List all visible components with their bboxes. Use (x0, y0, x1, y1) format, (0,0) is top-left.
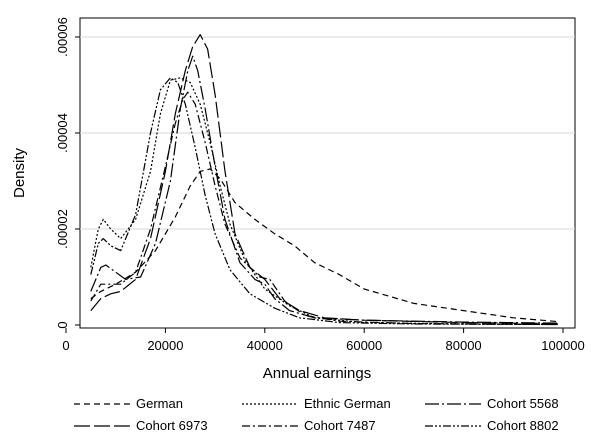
legend-label-cohort-6973: Cohort 6973 (136, 418, 208, 433)
x-tick-label-4: 80000 (446, 338, 482, 353)
legend-label-german: German (136, 396, 183, 411)
series-line-ethnic-german (90, 77, 559, 326)
y-tick-label-3: .00006 (55, 17, 70, 57)
y-tick-label-0: 0 (55, 321, 70, 328)
y-axis-title: Density (11, 147, 28, 198)
y-axis: 0 .00002 .00004 .00006 (55, 17, 80, 329)
x-tick-label-1: 20000 (147, 338, 183, 353)
series-line-cohort-7487 (90, 91, 559, 326)
x-tick-label-0: 0 (62, 338, 69, 353)
legend: German Ethnic German Cohort 5568 Cohort 697… (74, 396, 559, 433)
legend-label-cohort-5568: Cohort 5568 (487, 396, 559, 411)
gridlines (80, 36, 575, 230)
series-line-cohort-8802 (90, 77, 559, 326)
series-line-cohort-5568 (90, 55, 559, 324)
series-layer (90, 34, 559, 326)
legend-label-cohort-8802: Cohort 8802 (487, 418, 559, 433)
legend-label-ethnic-german: Ethnic German (304, 396, 391, 411)
series-line-cohort-6973 (90, 34, 559, 325)
plot-area (79, 17, 576, 329)
x-axis: 0 20000 40000 60000 80000 100000 (62, 328, 585, 353)
y-tick-label-1: .00002 (55, 209, 70, 249)
x-tick-label-5: 100000 (541, 338, 584, 353)
series-line-german (90, 168, 559, 323)
y-tick-label-2: .00004 (55, 113, 70, 153)
legend-label-cohort-7487: Cohort 7487 (304, 418, 376, 433)
x-tick-label-2: 40000 (247, 338, 283, 353)
x-tick-label-3: 60000 (346, 338, 382, 353)
x-axis-title: Annual earnings (263, 365, 371, 382)
